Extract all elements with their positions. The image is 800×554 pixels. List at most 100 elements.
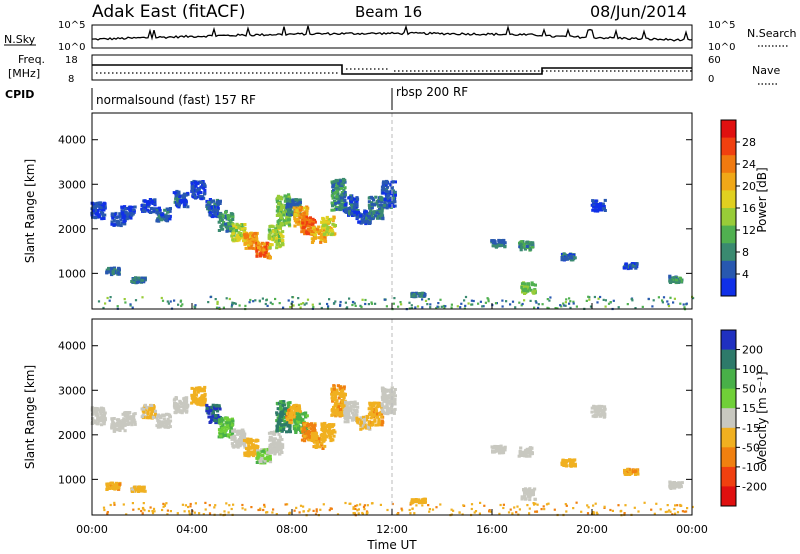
power-cell <box>493 241 497 245</box>
velocity-cell <box>409 503 412 506</box>
velocity-cell <box>224 416 228 420</box>
power-cell <box>242 239 246 243</box>
power-cell <box>293 214 297 218</box>
power-cell <box>275 223 280 227</box>
power-cell <box>528 242 532 246</box>
power-cell <box>166 300 169 303</box>
velocity-cell <box>691 505 694 509</box>
velocity-cell <box>520 495 524 499</box>
power-cell <box>222 306 225 309</box>
power-cell <box>178 195 182 198</box>
velocity-cell <box>503 448 507 452</box>
velocity-cell <box>325 424 329 428</box>
power-cell <box>232 228 236 232</box>
velocity-cell <box>341 389 345 393</box>
power-cell <box>201 186 206 190</box>
power-cell <box>296 202 300 206</box>
velocity-cell <box>332 423 336 427</box>
power-cell <box>601 207 606 211</box>
power-cell <box>529 299 532 302</box>
velocity-colorbar-swatch <box>721 349 736 370</box>
velocity-cell <box>258 459 262 463</box>
power-cell <box>200 197 204 201</box>
power-cell <box>673 297 676 300</box>
velocity-cell <box>315 435 319 439</box>
velocity-cell <box>335 413 339 417</box>
velocity-cell <box>161 421 165 425</box>
velocity-cell <box>283 419 287 423</box>
power-cell <box>100 208 104 212</box>
velocity-cell <box>357 512 360 515</box>
power-cell <box>140 204 144 207</box>
power-cell <box>546 298 549 301</box>
power-cell <box>106 296 109 300</box>
power-cell <box>257 246 261 250</box>
power-cell <box>249 242 253 246</box>
velocity-cell <box>263 451 267 455</box>
velocity-cell <box>676 511 680 514</box>
velocity-cell <box>503 445 507 449</box>
power-cell <box>349 194 353 198</box>
velocity-cell <box>132 418 136 422</box>
velocity-cell <box>380 395 384 399</box>
power-cell <box>354 304 357 307</box>
power-cell <box>276 220 280 224</box>
power-cell <box>309 226 313 230</box>
power-cell <box>305 231 309 234</box>
power-cell <box>334 205 338 209</box>
power-cell <box>104 302 107 305</box>
velocity-cell <box>297 424 301 428</box>
cpid-label: CPID <box>5 88 34 101</box>
velocity-cell <box>390 393 394 397</box>
power-cell <box>352 213 356 217</box>
velocity-cell <box>130 490 134 493</box>
power-cell <box>370 202 374 206</box>
power-cell <box>142 203 146 207</box>
velocity-cell <box>143 489 147 493</box>
velocity-cell <box>528 451 533 455</box>
power-cell <box>283 194 287 198</box>
power-cell <box>155 208 159 212</box>
power-cell <box>332 208 336 212</box>
power-cell <box>336 192 340 196</box>
velocity-cell <box>277 432 281 436</box>
velocity-cell <box>256 456 260 460</box>
velocity-cell <box>290 411 294 415</box>
power-colorbar-swatch <box>721 172 736 191</box>
velocity-cell <box>182 401 186 405</box>
velocity-cell <box>220 426 224 430</box>
power-cell <box>176 204 180 208</box>
power-cell <box>367 222 372 225</box>
power-cell <box>178 199 182 203</box>
power-cell <box>274 236 278 240</box>
power-cell <box>343 195 347 199</box>
velocity-cell <box>352 507 355 510</box>
power-cell <box>381 191 385 195</box>
power-cell <box>521 242 525 246</box>
velocity-cell <box>655 502 658 505</box>
velocity-cell <box>275 445 279 449</box>
power-cell <box>168 209 172 213</box>
velocity-cell <box>284 503 287 506</box>
velocity-cell <box>155 424 159 428</box>
velocity-cell <box>411 498 415 502</box>
velocity-cell <box>218 407 222 411</box>
velocity-cell <box>113 503 116 506</box>
velocity-cell <box>348 409 353 413</box>
power-cell <box>370 217 374 221</box>
velocity-cell <box>522 496 526 500</box>
power-cell <box>330 208 334 212</box>
velocity-cell <box>242 430 246 434</box>
velocity-cell <box>140 415 144 419</box>
velocity-cell <box>249 437 253 441</box>
power-cell <box>274 228 278 232</box>
power-cell <box>323 235 327 239</box>
velocity-cell <box>361 415 366 419</box>
velocity-cell <box>320 428 324 431</box>
power-cell <box>631 299 634 302</box>
velocity-cell <box>240 438 244 442</box>
power-cell <box>226 217 230 221</box>
power-cell <box>255 252 259 256</box>
power-cell <box>314 230 318 234</box>
power-cell <box>275 209 279 213</box>
